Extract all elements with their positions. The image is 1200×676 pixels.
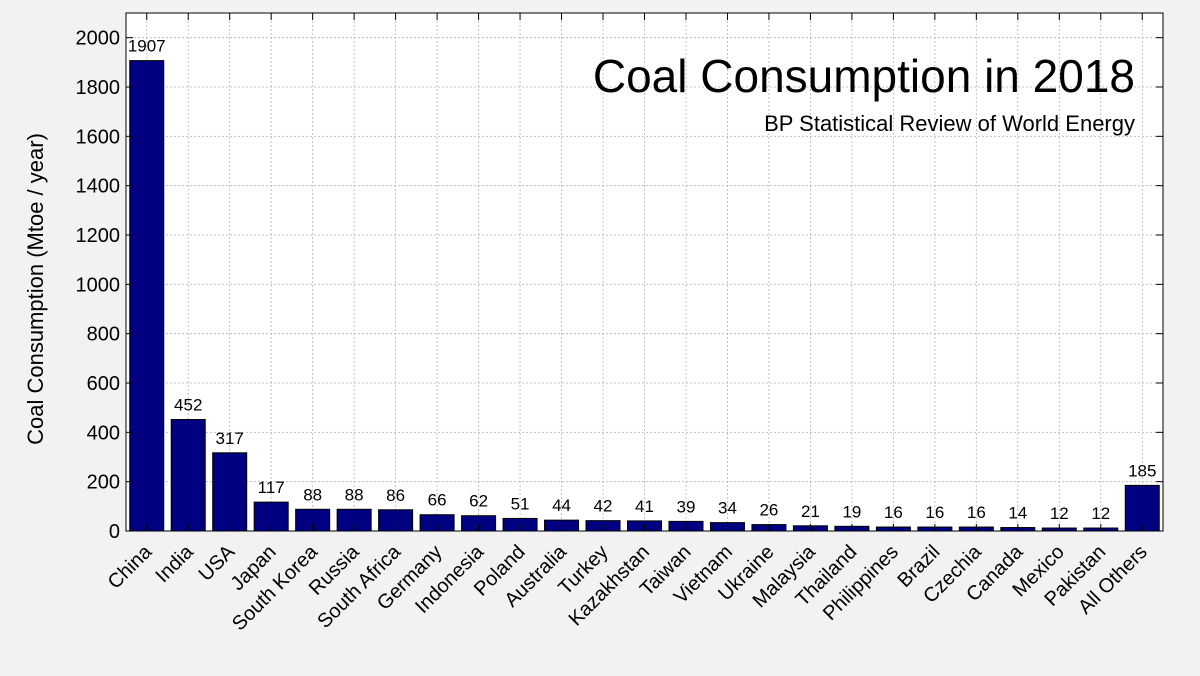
y-tick-label: 200 xyxy=(87,472,120,494)
bar-all-others xyxy=(1124,484,1160,532)
data-label: 317 xyxy=(216,429,244,448)
axis-ticks xyxy=(126,13,1163,532)
data-label: 86 xyxy=(386,486,405,505)
data-label: 16 xyxy=(884,503,903,522)
y-tick-label: 2000 xyxy=(76,28,121,50)
y-tick-label: 1800 xyxy=(76,77,121,99)
data-label: 88 xyxy=(303,485,322,504)
data-label: 185 xyxy=(1128,461,1156,480)
data-label: 66 xyxy=(428,491,447,510)
data-label: 42 xyxy=(594,497,613,516)
data-label: 16 xyxy=(925,503,944,522)
y-tick-label: 0 xyxy=(109,521,120,543)
data-label: 16 xyxy=(967,503,986,522)
data-label: 34 xyxy=(718,499,737,518)
data-label: 26 xyxy=(759,501,778,520)
bar-india xyxy=(170,419,206,532)
data-label: 12 xyxy=(1091,504,1110,523)
data-label: 117 xyxy=(258,478,285,497)
y-tick-labels: 0 200 400 600 800 1000 1200 1400 1600 1800 2000 xyxy=(76,28,121,543)
bar-china xyxy=(129,60,165,532)
y-tick-label: 1600 xyxy=(76,126,121,148)
data-label: 62 xyxy=(469,492,488,511)
data-label: 21 xyxy=(801,502,820,521)
bars xyxy=(129,60,1160,532)
plot-frame xyxy=(125,12,1164,532)
data-label: 19 xyxy=(842,502,861,521)
y-tick-label: 800 xyxy=(87,324,120,346)
y-tick-label: 1000 xyxy=(76,274,121,296)
data-label: 1907 xyxy=(128,37,166,56)
data-label: 452 xyxy=(174,396,202,415)
y-axis-label: Coal Consumption (Mtoe / year) xyxy=(23,133,48,445)
data-label: 41 xyxy=(635,497,654,516)
chart-title: Coal Consumption in 2018 xyxy=(593,50,1135,102)
data-labels: 1907 452 317 117 88 88 86 66 62 51 44 42 41 39 34 26 21 1… xyxy=(128,37,1157,523)
data-label: 51 xyxy=(511,494,530,513)
data-label: 12 xyxy=(1050,504,1069,523)
data-label: 44 xyxy=(552,496,571,515)
y-tick-label: 400 xyxy=(87,422,120,444)
y-tick-label: 1200 xyxy=(76,225,121,247)
y-tick-label: 1400 xyxy=(76,176,121,198)
gridlines xyxy=(126,13,1163,531)
data-label: 88 xyxy=(345,485,364,504)
chart-subtitle: BP Statistical Review of World Energy xyxy=(764,111,1135,136)
y-tick-label: 600 xyxy=(87,373,120,395)
bar-usa xyxy=(212,452,248,532)
data-label: 39 xyxy=(677,497,696,516)
data-label: 14 xyxy=(1008,504,1027,523)
plot-area xyxy=(126,13,1163,531)
